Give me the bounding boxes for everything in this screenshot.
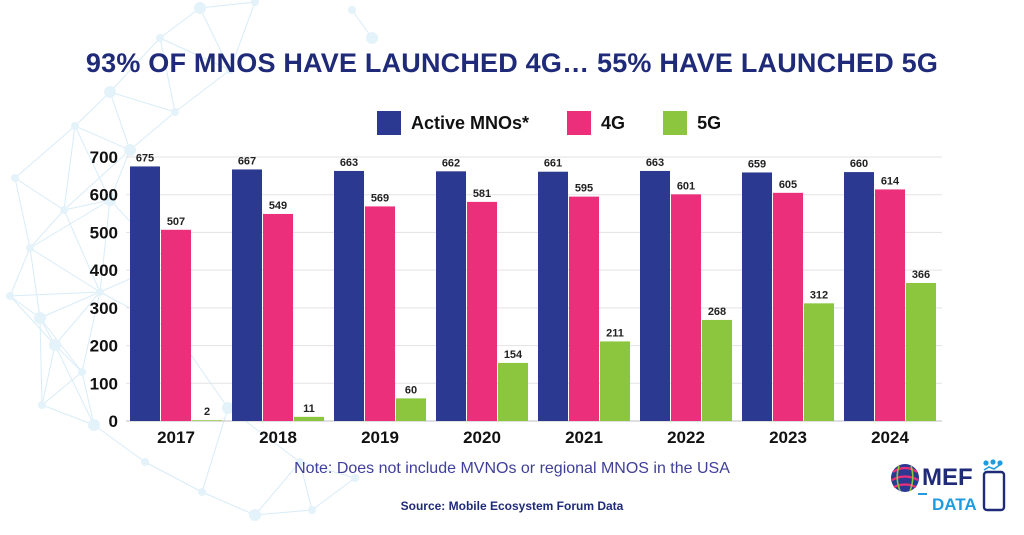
chart-note: Note: Does not include MVNOs or regional… [294,460,730,477]
data-label-active-mnos-2024: 660 [850,158,868,170]
legend-item-4g: 4G [567,111,625,135]
bar-4g-2024 [875,189,905,421]
y-tick-label-100: 100 [90,374,118,393]
data-label-active-mnos-2019: 663 [340,157,358,169]
legend-swatch-4g [567,111,592,135]
legend: Active MNOs* 4G 5G [377,111,759,135]
legend-label-4g: 4G [601,112,626,133]
x-tick-label-2022: 2022 [667,428,705,447]
data-label-active-mnos-2023: 659 [748,158,766,170]
y-tick-label-300: 300 [90,299,118,318]
x-tick-label-2021: 2021 [565,428,603,447]
logo-text-data: DATA [932,495,977,514]
bar-active-mnos-2019 [334,170,364,421]
bar-4g-2017 [161,229,191,421]
x-tick-label-2019: 2019 [361,428,399,447]
data-label-4g-2020: 581 [473,188,491,200]
data-label-5g-2019: 60 [405,384,417,396]
x-tick-label-2020: 2020 [463,428,501,447]
data-label-5g-2022: 268 [708,306,726,318]
data-label-5g-2017: 2 [204,406,210,418]
bar-4g-2020 [467,201,497,421]
legend-swatch-active-mnos [377,111,401,135]
bar-active-mnos-2020 [436,171,466,421]
bar-4g-2023 [773,192,803,421]
source-credit: Source: Mobile Ecosystem Forum Data [400,499,624,513]
bar-5g-2020 [498,362,528,421]
bar-5g-2022 [702,319,732,421]
data-label-4g-2024: 614 [881,175,900,187]
data-label-active-mnos-2018: 667 [238,155,256,167]
data-label-5g-2023: 312 [810,289,828,301]
data-label-4g-2021: 595 [575,183,593,195]
bar-5g-2023 [804,303,834,421]
chart-title: 93% OF MNOS HAVE LAUNCHED 4G… 55% HAVE L… [85,48,939,78]
x-tick-label-2023: 2023 [769,428,807,447]
bar-4g-2021 [569,196,599,421]
mef-data-logo: MEF DATA [891,459,1006,514]
bar-5g-2021 [600,341,630,421]
bar-active-mnos-2024 [844,172,874,421]
legend-swatch-5g [663,111,688,135]
legend-item-5g: 5G [663,111,721,135]
x-tick-label-2017: 2017 [157,428,195,447]
x-tick-label-2024: 2024 [871,428,909,447]
data-label-4g-2019: 569 [371,192,389,204]
legend-label-active-mnos: Active MNOs* [411,112,530,133]
data-label-active-mnos-2021: 661 [544,158,562,170]
data-label-4g-2023: 605 [779,179,797,191]
bar-active-mnos-2018 [232,169,262,421]
data-label-active-mnos-2020: 662 [442,157,460,169]
bar-4g-2018 [263,213,293,421]
data-label-active-mnos-2017: 675 [136,152,154,164]
legend-item-active-mnos: Active MNOs* [377,111,529,135]
y-tick-label-700: 700 [90,148,118,167]
bar-active-mnos-2023 [742,172,772,421]
phone-icon [982,470,1006,512]
data-label-5g-2018: 11 [303,403,315,415]
bar-5g-2019 [396,398,426,421]
y-tick-label-500: 500 [90,223,118,242]
data-label-active-mnos-2022: 663 [646,157,664,169]
bar-5g-2024 [906,282,936,421]
y-tick-label-200: 200 [90,337,118,356]
bar-active-mnos-2022 [640,170,670,421]
data-label-5g-2021: 211 [606,327,624,339]
bar-4g-2022 [671,194,701,421]
bar-active-mnos-2017 [130,166,160,421]
bar-active-mnos-2021 [538,171,568,421]
y-tick-label-600: 600 [90,186,118,205]
data-label-5g-2020: 154 [504,349,523,361]
data-label-4g-2017: 507 [167,216,185,228]
bar-5g-2018 [294,416,324,421]
bar-5g-2017 [192,420,222,421]
data-label-5g-2024: 366 [912,269,930,281]
y-tick-label-0: 0 [109,412,118,431]
y-tick-label-400: 400 [90,261,118,280]
logo-text-mef: MEF [922,464,973,491]
bar-4g-2019 [365,206,395,421]
x-tick-label-2018: 2018 [259,428,297,447]
data-label-4g-2018: 549 [269,200,287,212]
data-label-4g-2022: 601 [677,180,695,192]
legend-label-5g: 5G [697,112,722,133]
